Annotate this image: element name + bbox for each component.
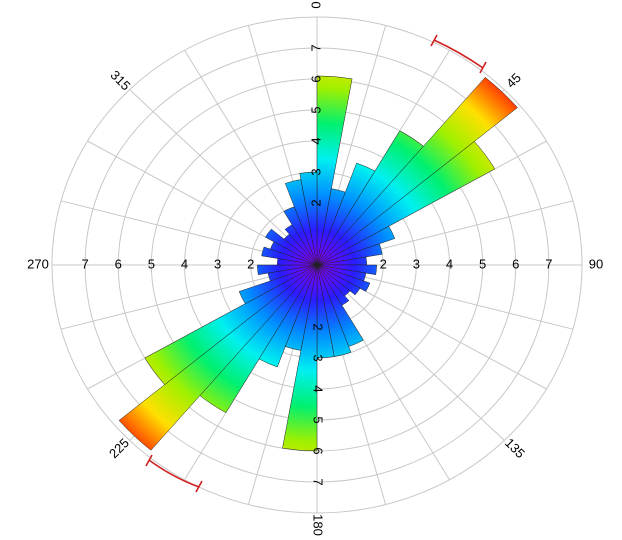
rose-sector bbox=[316, 225, 396, 266]
rose-sector bbox=[316, 264, 371, 292]
r-tick-label: 7 bbox=[82, 256, 89, 271]
r-tick-label: 7 bbox=[545, 256, 552, 271]
r-tick-label: 3 bbox=[308, 168, 323, 175]
r-tick-label: 6 bbox=[308, 75, 323, 82]
rose-sector bbox=[316, 77, 518, 266]
angle-label: 180 bbox=[311, 514, 326, 536]
r-tick-label: 2 bbox=[247, 256, 254, 271]
r-tick-label: 3 bbox=[214, 256, 221, 271]
r-tick-label: 7 bbox=[311, 478, 326, 485]
spoke bbox=[316, 264, 505, 441]
angle-label: 45 bbox=[503, 70, 524, 91]
r-tick-label: 4 bbox=[308, 137, 323, 144]
r-tick-label: 4 bbox=[311, 385, 326, 392]
r-tick-label: 5 bbox=[311, 416, 326, 423]
rose-sector bbox=[265, 228, 318, 266]
r-tick-label: 2 bbox=[380, 256, 387, 271]
error-bracket bbox=[430, 34, 487, 74]
angle-label: 270 bbox=[27, 256, 49, 271]
r-tick-label: 5 bbox=[308, 106, 323, 113]
rose-sector bbox=[299, 171, 318, 266]
rose-sector bbox=[238, 264, 318, 305]
r-tick-label: 2 bbox=[308, 199, 323, 206]
r-tick-label: 5 bbox=[148, 256, 155, 271]
r-tick-label: 3 bbox=[311, 354, 326, 361]
r-tick-label: 5 bbox=[479, 256, 486, 271]
r-tick-label: 2 bbox=[311, 323, 326, 330]
rose-sector bbox=[257, 264, 318, 275]
r-tick-label: 4 bbox=[446, 256, 453, 271]
r-tick-label: 6 bbox=[115, 256, 122, 271]
rose-sector bbox=[118, 264, 318, 451]
r-tick-label: 4 bbox=[181, 256, 188, 271]
spoke bbox=[129, 89, 318, 266]
rose-sector bbox=[316, 264, 361, 296]
angle-label: 0 bbox=[308, 1, 323, 8]
r-tick-label: 7 bbox=[308, 44, 323, 51]
r-tick-label: 6 bbox=[311, 447, 326, 454]
rose-sector bbox=[316, 141, 496, 266]
r-tick-label: 3 bbox=[413, 256, 420, 271]
r-tick-label: 6 bbox=[512, 256, 519, 271]
rose-sector bbox=[144, 264, 318, 385]
error-bracket bbox=[145, 454, 203, 493]
angle-label: 90 bbox=[589, 256, 603, 271]
rose-sector bbox=[316, 243, 383, 266]
